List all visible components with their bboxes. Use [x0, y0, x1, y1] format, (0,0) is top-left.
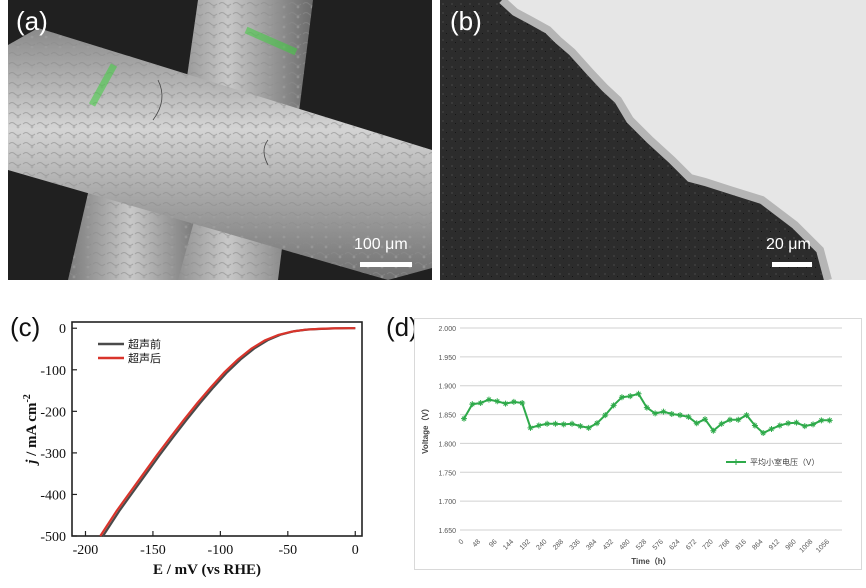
- data-point: [760, 430, 767, 437]
- data-point: [469, 401, 476, 408]
- data-point: [643, 404, 650, 411]
- data-point: [477, 400, 484, 407]
- sem-image-a: (a) 100 μm: [8, 0, 432, 280]
- data-point: [685, 413, 692, 420]
- data-point: [726, 416, 733, 423]
- data-point: [527, 424, 534, 431]
- data-point: [710, 427, 717, 434]
- legend-label-1: 超声前: [128, 337, 161, 351]
- data-point: [718, 420, 725, 427]
- sem-image-a-graphic: [8, 0, 432, 280]
- data-point: [668, 410, 675, 417]
- data-point: [818, 417, 825, 424]
- data-point: [519, 400, 526, 407]
- data-point: [502, 400, 509, 407]
- x-tick-label: -200: [73, 543, 99, 558]
- data-point: [485, 396, 492, 403]
- data-point: [776, 422, 783, 429]
- scale-bar-label-b: 20 μm: [766, 236, 811, 253]
- data-point: [735, 416, 742, 423]
- data-point: [751, 422, 758, 429]
- y-axis-label: j / mA cm-2: [22, 394, 40, 466]
- data-point: [577, 423, 584, 430]
- data-point: [743, 412, 750, 419]
- y-tick-label: 0: [59, 322, 66, 337]
- y-tick-label: 1.750: [438, 470, 456, 477]
- data-point: [627, 393, 634, 400]
- x-axis-label: E / mV (vs RHE): [153, 562, 261, 578]
- data-point: [461, 415, 467, 422]
- y-axis-label-symbol: j: [24, 459, 40, 466]
- x-tick-label: -150: [140, 543, 166, 558]
- data-point: [826, 417, 833, 424]
- sem-image-b-graphic: [440, 0, 866, 280]
- data-point: [569, 420, 576, 427]
- data-point: [635, 390, 642, 397]
- data-point: [768, 426, 775, 432]
- data-point: [693, 420, 700, 427]
- x-tick-label: -100: [208, 543, 234, 558]
- data-point: [552, 420, 559, 427]
- y-tick-label: 1.800: [438, 441, 456, 448]
- data-point: [801, 423, 808, 430]
- legend-marker: [733, 459, 739, 465]
- scale-bar-a: [360, 262, 412, 267]
- x-tick-label: 48: [472, 538, 483, 549]
- data-point: [494, 398, 501, 405]
- y-tick-label: 1.700: [438, 499, 456, 506]
- y-tick-label: -400: [40, 488, 66, 503]
- y-tick-label: -100: [40, 364, 66, 379]
- voltage-stability-chart: 1.650 1.700 1.750 1.800 1.850 1.900 1.950 2.000…: [414, 318, 862, 570]
- legend-label-2: 超声后: [128, 351, 161, 365]
- data-point: [510, 398, 517, 405]
- y-tick-label: 1.850: [438, 413, 456, 420]
- plot-frame: [71, 321, 363, 537]
- y-tick-label: 1.900: [438, 384, 456, 391]
- x-axis-label: Time（h）: [631, 556, 670, 566]
- y-axis-label: Voltage（V）: [420, 404, 430, 454]
- data-point: [677, 412, 684, 419]
- scale-bar-label-a: 100 μm: [354, 236, 408, 253]
- data-point: [618, 394, 625, 401]
- legend-label: 平均小室电压（V）: [750, 457, 819, 467]
- chart-frame: [414, 318, 862, 570]
- y-tick-label: 1.650: [438, 528, 456, 535]
- y-tick-label: 1.950: [438, 355, 456, 362]
- panel-label-b: (b): [450, 6, 482, 36]
- data-point: [660, 408, 667, 415]
- x-tick-label: 0: [352, 543, 359, 558]
- data-point: [544, 420, 551, 427]
- data-point: [652, 410, 659, 417]
- x-tick-label: -50: [278, 543, 297, 558]
- data-point: [785, 420, 792, 427]
- y-tick-label: -300: [40, 447, 66, 462]
- panel-label-d: (d): [386, 312, 418, 342]
- y-tick-label: -200: [40, 405, 66, 420]
- data-point: [793, 419, 800, 426]
- data-point: [810, 421, 817, 428]
- sem-image-b: (b) 20 μm: [440, 0, 866, 280]
- x-tick-label: 0: [458, 538, 466, 546]
- panel-label-c: (c): [10, 312, 41, 342]
- data-point: [702, 416, 709, 423]
- x-tick-label: 96: [488, 538, 499, 549]
- data-point: [610, 402, 617, 409]
- y-tick-label: 2.000: [438, 326, 456, 333]
- y-axis-label-exponent: -2: [22, 394, 33, 402]
- series-line-2: [99, 327, 356, 537]
- y-axis-label-unit: / mA cm: [24, 402, 40, 460]
- data-point: [585, 424, 592, 431]
- data-point: [593, 420, 600, 427]
- data-point: [560, 421, 567, 428]
- panel-label-a: (a): [16, 6, 48, 36]
- data-point: [535, 422, 542, 429]
- y-tick-label: -500: [40, 530, 66, 545]
- data-point: [602, 412, 609, 419]
- scale-bar-b: [772, 262, 812, 267]
